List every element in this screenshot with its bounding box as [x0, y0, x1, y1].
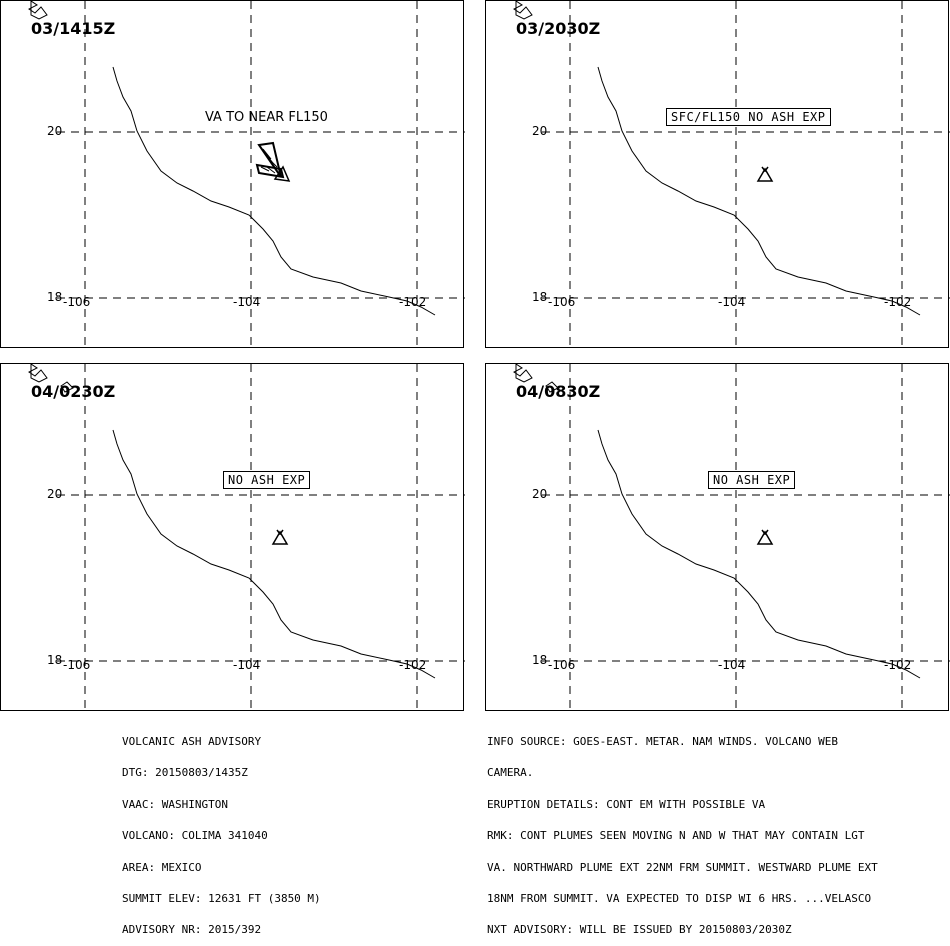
panel-time: 03/1415Z — [31, 19, 116, 38]
volcano-icon — [271, 529, 289, 545]
advisory-line: ADVISORY NR: 2015/392 — [122, 923, 262, 937]
ash-label: SFC/FL150 NO ASH EXP — [666, 108, 831, 126]
advisory-line: VA. NORTHWARD PLUME EXT 22NM FRM SUMMIT.… — [487, 860, 878, 874]
lon-label-102: -102 — [884, 295, 912, 309]
advisory-line: NXT ADVISORY: WILL BE ISSUED BY 20150803… — [487, 923, 792, 937]
ash-label: NO ASH EXP — [708, 471, 796, 489]
map-4 — [513, 364, 950, 712]
forecast-panel-3: 04/0230Z NO ASH EXP 20 18 -106 -104 -102 — [0, 363, 465, 712]
lon-label-104: -104 — [233, 658, 261, 672]
advisory-line: VOLCANO: COLIMA 341040 — [122, 829, 268, 843]
ash-label: NO ASH EXP — [223, 471, 311, 489]
lon-label-106: -106 — [548, 658, 576, 672]
forecast-panel-4: 04/0830Z NO ASH EXP 20 18 -106 -104 -102 — [485, 363, 950, 712]
lat-label-20: 20 — [47, 124, 63, 138]
advisory-line: AREA: MEXICO — [122, 860, 202, 874]
panel-time: 04/0230Z — [31, 382, 116, 401]
lon-label-106: -106 — [63, 658, 91, 672]
lat-label-20: 20 — [532, 124, 548, 138]
lon-label-102: -102 — [884, 658, 912, 672]
lon-label-102: -102 — [399, 658, 427, 672]
advisory-header-block: VOLCANIC ASH ADVISORY DTG: 20150803/1435… — [122, 716, 321, 946]
advisory-line: VOLCANIC ASH ADVISORY — [122, 735, 262, 748]
lat-label-20: 20 — [47, 487, 63, 501]
panel-time: 04/0830Z — [516, 382, 601, 401]
map-2 — [513, 1, 950, 349]
lon-label-104: -104 — [233, 295, 261, 309]
map-1 — [28, 1, 465, 349]
ash-label: VA TO NEAR FL150 — [205, 110, 328, 125]
lat-label-18: 18 — [47, 653, 63, 667]
advisory-line: DTG: 20150803/1435Z — [122, 766, 248, 780]
lat-label-18: 18 — [532, 653, 548, 667]
lon-label-102: -102 — [399, 295, 427, 309]
volcano-icon — [756, 166, 774, 182]
advisory-line: SUMMIT ELEV: 12631 FT (3850 M) — [122, 891, 321, 905]
lon-label-106: -106 — [63, 295, 91, 309]
advisory-line: INFO SOURCE: GOES-EAST. METAR. NAM WINDS… — [487, 735, 838, 748]
advisory-line: 18NM FROM SUMMIT. VA EXPECTED TO DISP WI… — [487, 891, 872, 905]
map-3 — [28, 364, 465, 712]
lat-label-18: 18 — [47, 290, 63, 304]
advisory-line: RMK: CONT PLUMES SEEN MOVING N AND W THA… — [487, 829, 865, 843]
advisory-line: ERUPTION DETAILS: CONT EM WITH POSSIBLE … — [487, 797, 766, 811]
advisory-line: VAAC: WASHINGTON — [122, 797, 228, 811]
lon-label-104: -104 — [718, 295, 746, 309]
lon-label-106: -106 — [548, 295, 576, 309]
lat-label-18: 18 — [532, 290, 548, 304]
forecast-panel-2: 03/2030Z SFC/FL150 NO ASH EXP 20 18 -106… — [485, 0, 950, 349]
lon-label-104: -104 — [718, 658, 746, 672]
forecast-panel-1: 03/1415Z VA TO NEAR FL150 20 18 -106 -10… — [0, 0, 465, 349]
panel-time: 03/2030Z — [516, 19, 601, 38]
volcano-icon — [756, 529, 774, 545]
advisory-details-block: INFO SOURCE: GOES-EAST. METAR. NAM WINDS… — [487, 716, 878, 946]
advisory-line: CAMERA. — [487, 766, 534, 780]
lat-label-20: 20 — [532, 487, 548, 501]
